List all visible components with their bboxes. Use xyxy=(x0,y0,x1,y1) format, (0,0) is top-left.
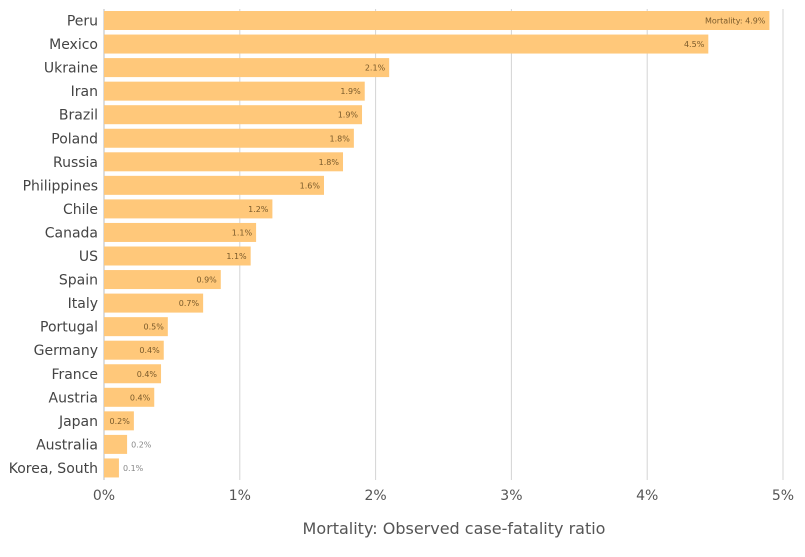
category-label: Australia xyxy=(36,437,98,453)
bar xyxy=(104,11,770,30)
bar xyxy=(104,246,251,266)
category-label: Spain xyxy=(59,273,98,289)
category-label: Canada xyxy=(45,225,98,241)
data-label: 4.5% xyxy=(684,40,705,49)
bar xyxy=(104,317,168,337)
category-label: Peru xyxy=(67,14,98,30)
category-label: Philippines xyxy=(23,178,98,194)
bar xyxy=(104,105,363,125)
bar xyxy=(104,434,128,454)
data-label: 2.1% xyxy=(365,64,386,73)
data-label: 1.8% xyxy=(330,134,351,143)
bar xyxy=(104,270,221,290)
x-axis-title: Mortality: Observed case-fatality ratio xyxy=(303,519,606,538)
category-label: US xyxy=(79,249,98,265)
category-label: Iran xyxy=(71,84,98,100)
grid-layer xyxy=(103,9,784,480)
data-label: 1.9% xyxy=(338,111,359,120)
data-label: 0.4% xyxy=(139,346,160,355)
data-label: 1.9% xyxy=(340,87,361,96)
category-label: Germany xyxy=(34,343,98,359)
category-label: Italy xyxy=(68,296,98,312)
data-label: 0.1% xyxy=(123,464,144,473)
category-label: France xyxy=(51,367,98,383)
data-label: Mortality: 4.9% xyxy=(705,17,766,26)
data-label-layer: Mortality: 4.9% 4.5% 2.1% 1.9% 1.9% 1.8% 1.8% 1… xyxy=(110,17,766,473)
category-label-layer: Peru Mexico Ukraine Iran Brazil Poland Russia P… xyxy=(9,14,98,477)
x-tick-label: 1% xyxy=(229,488,251,504)
data-label: 1.1% xyxy=(232,228,253,237)
bar xyxy=(104,81,365,101)
data-label: 0.7% xyxy=(179,299,200,308)
bar xyxy=(104,387,155,407)
data-label: 1.6% xyxy=(300,181,321,190)
bar xyxy=(104,34,709,54)
data-label: 0.5% xyxy=(143,323,164,332)
category-label: Japan xyxy=(58,414,98,430)
bar xyxy=(104,175,324,195)
bar xyxy=(104,364,162,384)
category-label: Brazil xyxy=(59,108,98,124)
category-label: Russia xyxy=(53,155,98,171)
category-label: Poland xyxy=(51,131,98,147)
category-label: Mexico xyxy=(49,37,98,53)
data-label: 0.2% xyxy=(110,417,131,426)
bar xyxy=(104,458,119,478)
x-tick-layer: 0% 1% 2% 3% 4% 5% xyxy=(93,488,794,504)
data-label: 1.8% xyxy=(319,158,340,167)
bar xyxy=(104,293,204,313)
data-label: 0.9% xyxy=(196,276,217,285)
data-label: 0.4% xyxy=(137,370,158,379)
bar xyxy=(104,58,390,78)
bar xyxy=(104,128,354,148)
category-label: Ukraine xyxy=(44,61,98,77)
x-tick-label: 0% xyxy=(93,488,115,504)
category-label: Portugal xyxy=(40,320,98,336)
bar xyxy=(104,411,134,431)
data-label: 0.2% xyxy=(131,440,152,449)
bar-layer xyxy=(104,11,770,478)
data-label: 1.1% xyxy=(226,252,247,261)
bar xyxy=(104,199,273,219)
category-label: Austria xyxy=(49,390,98,406)
bar xyxy=(104,152,344,172)
x-tick-label: 3% xyxy=(500,488,522,504)
bar xyxy=(104,222,257,242)
x-tick-label: 2% xyxy=(364,488,386,504)
x-tick-label: 4% xyxy=(636,488,658,504)
category-label: Chile xyxy=(63,202,98,218)
bar xyxy=(104,340,164,360)
data-label: 1.2% xyxy=(248,205,269,214)
category-label: Korea, South xyxy=(9,461,98,477)
x-tick-label: 5% xyxy=(772,488,794,504)
data-label: 0.4% xyxy=(130,393,151,402)
